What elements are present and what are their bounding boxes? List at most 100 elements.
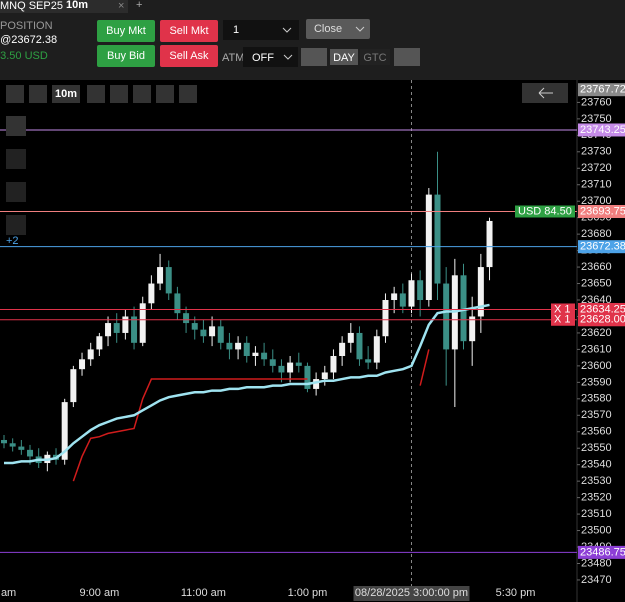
candle-body (417, 280, 424, 301)
candle-body (70, 369, 77, 403)
candle-body (87, 349, 94, 360)
candle-body (235, 342, 242, 350)
candle-body (278, 365, 285, 373)
candle-body (96, 336, 103, 350)
x-tick-label: 11:00 am (181, 587, 226, 599)
new-tab[interactable]: + (136, 0, 142, 11)
candle-body (226, 342, 233, 350)
price-label: 23767.72 (580, 84, 625, 96)
close-button[interactable]: Close (306, 19, 370, 39)
candle-body (443, 283, 450, 350)
candle-body (243, 342, 250, 356)
y-tick-label: 23580 (581, 393, 612, 405)
price-label: 23486.75 (580, 546, 625, 558)
y-tick-label: 23530 (581, 475, 612, 487)
atm-label: ATM (222, 52, 244, 64)
draw-tool[interactable] (6, 182, 26, 202)
lock-tool[interactable] (6, 215, 26, 235)
candle-body (261, 352, 268, 360)
y-tick-label: 23620 (581, 327, 612, 339)
indicators[interactable] (156, 85, 174, 103)
price-label: 23672.38 (580, 241, 625, 253)
candle-body (209, 326, 216, 337)
chart-style[interactable] (87, 85, 105, 103)
label: DAY (333, 52, 355, 64)
candle-body (373, 336, 380, 363)
position-label: POSITION (0, 20, 53, 32)
candle-body (27, 449, 34, 457)
candle-body (339, 342, 346, 356)
candle-body (157, 267, 164, 284)
notes-tool[interactable] (6, 149, 26, 169)
day-button[interactable]: DAY (330, 49, 358, 65)
y-tick-label: 23700 (581, 195, 612, 207)
label: Sell Ask (169, 50, 209, 62)
sell-mkt-button[interactable]: Sell Mkt (160, 20, 218, 42)
y-tick-label: 23470 (581, 574, 612, 586)
candle-body (425, 194, 432, 301)
buy-mkt-button[interactable]: Buy Mkt (97, 20, 155, 42)
candle-body (304, 365, 311, 389)
label: Sell Mkt (169, 25, 208, 37)
price-label-box (578, 123, 625, 137)
tab-close[interactable]: × (118, 0, 124, 12)
price-label-box (578, 83, 625, 97)
atm-select[interactable]: OFF (243, 47, 298, 67)
price-tag: USD 84.50 (518, 205, 572, 217)
candle-body (9, 443, 16, 447)
sell-ask-button[interactable]: Sell Ask (160, 45, 218, 67)
y-tick-label: 23680 (581, 228, 612, 240)
crosshair-tool[interactable] (6, 116, 26, 136)
zoom-out[interactable] (29, 85, 47, 103)
price-label-box (578, 545, 625, 559)
candle-body (287, 362, 294, 373)
tab-interval: 10m (66, 0, 88, 11)
x-tick-label: 9:00 am (79, 587, 119, 599)
price-tag-box (515, 205, 575, 218)
position: 2@23672.38 (0, 34, 57, 46)
select-tool[interactable] (110, 85, 128, 103)
candle-body (165, 267, 172, 294)
quantity-input[interactable]: 1 (223, 20, 299, 40)
tif-settings[interactable] (394, 48, 420, 66)
tab-title: MNQ SEP25 (0, 0, 63, 12)
candle-body (148, 283, 155, 304)
y-tick-label: 23730 (581, 146, 612, 158)
y-tick-label: 23540 (581, 459, 612, 471)
chart-toolbar: 10m +2 (6, 83, 568, 247)
zoom-in[interactable] (6, 85, 24, 103)
buy-bid-button[interactable]: Buy Bid (97, 45, 155, 67)
plot: 2347023480234902350023510235202353023540… (0, 80, 625, 602)
y-tick-label: 23650 (581, 277, 612, 289)
value: 1 (233, 24, 239, 36)
candle-body (191, 323, 198, 330)
atm-settings[interactable] (301, 48, 327, 66)
candle-body (486, 220, 493, 268)
price-label-box (578, 204, 625, 218)
y-tick-label: 23500 (581, 524, 612, 536)
candle-body (382, 300, 389, 337)
interval-button[interactable] (52, 85, 80, 103)
tab[interactable] (0, 0, 128, 13)
y-tick-label: 23560 (581, 426, 612, 438)
settings[interactable] (133, 85, 151, 103)
gtc-button[interactable]: GTC (360, 49, 390, 65)
y-tick-label: 23750 (581, 113, 612, 125)
price-label: 23743.25 (580, 124, 625, 136)
candle-body (347, 332, 354, 343)
candle-body (391, 293, 398, 301)
candle-body (399, 293, 406, 307)
interval: 10m (55, 88, 77, 100)
candle-body (408, 280, 415, 307)
pnl: 83.50 USD (0, 50, 48, 62)
price-tag: X 1 (554, 314, 571, 326)
value: OFF (252, 52, 274, 64)
price-label: 23634.25 (580, 303, 625, 315)
templates[interactable] (179, 85, 197, 103)
y-tick-label: 23480 (581, 557, 612, 569)
candle-body (252, 352, 259, 356)
candle-body (139, 303, 146, 343)
x-tick-label: 0 am (0, 587, 16, 599)
y-tick-label: 23640 (581, 294, 612, 306)
